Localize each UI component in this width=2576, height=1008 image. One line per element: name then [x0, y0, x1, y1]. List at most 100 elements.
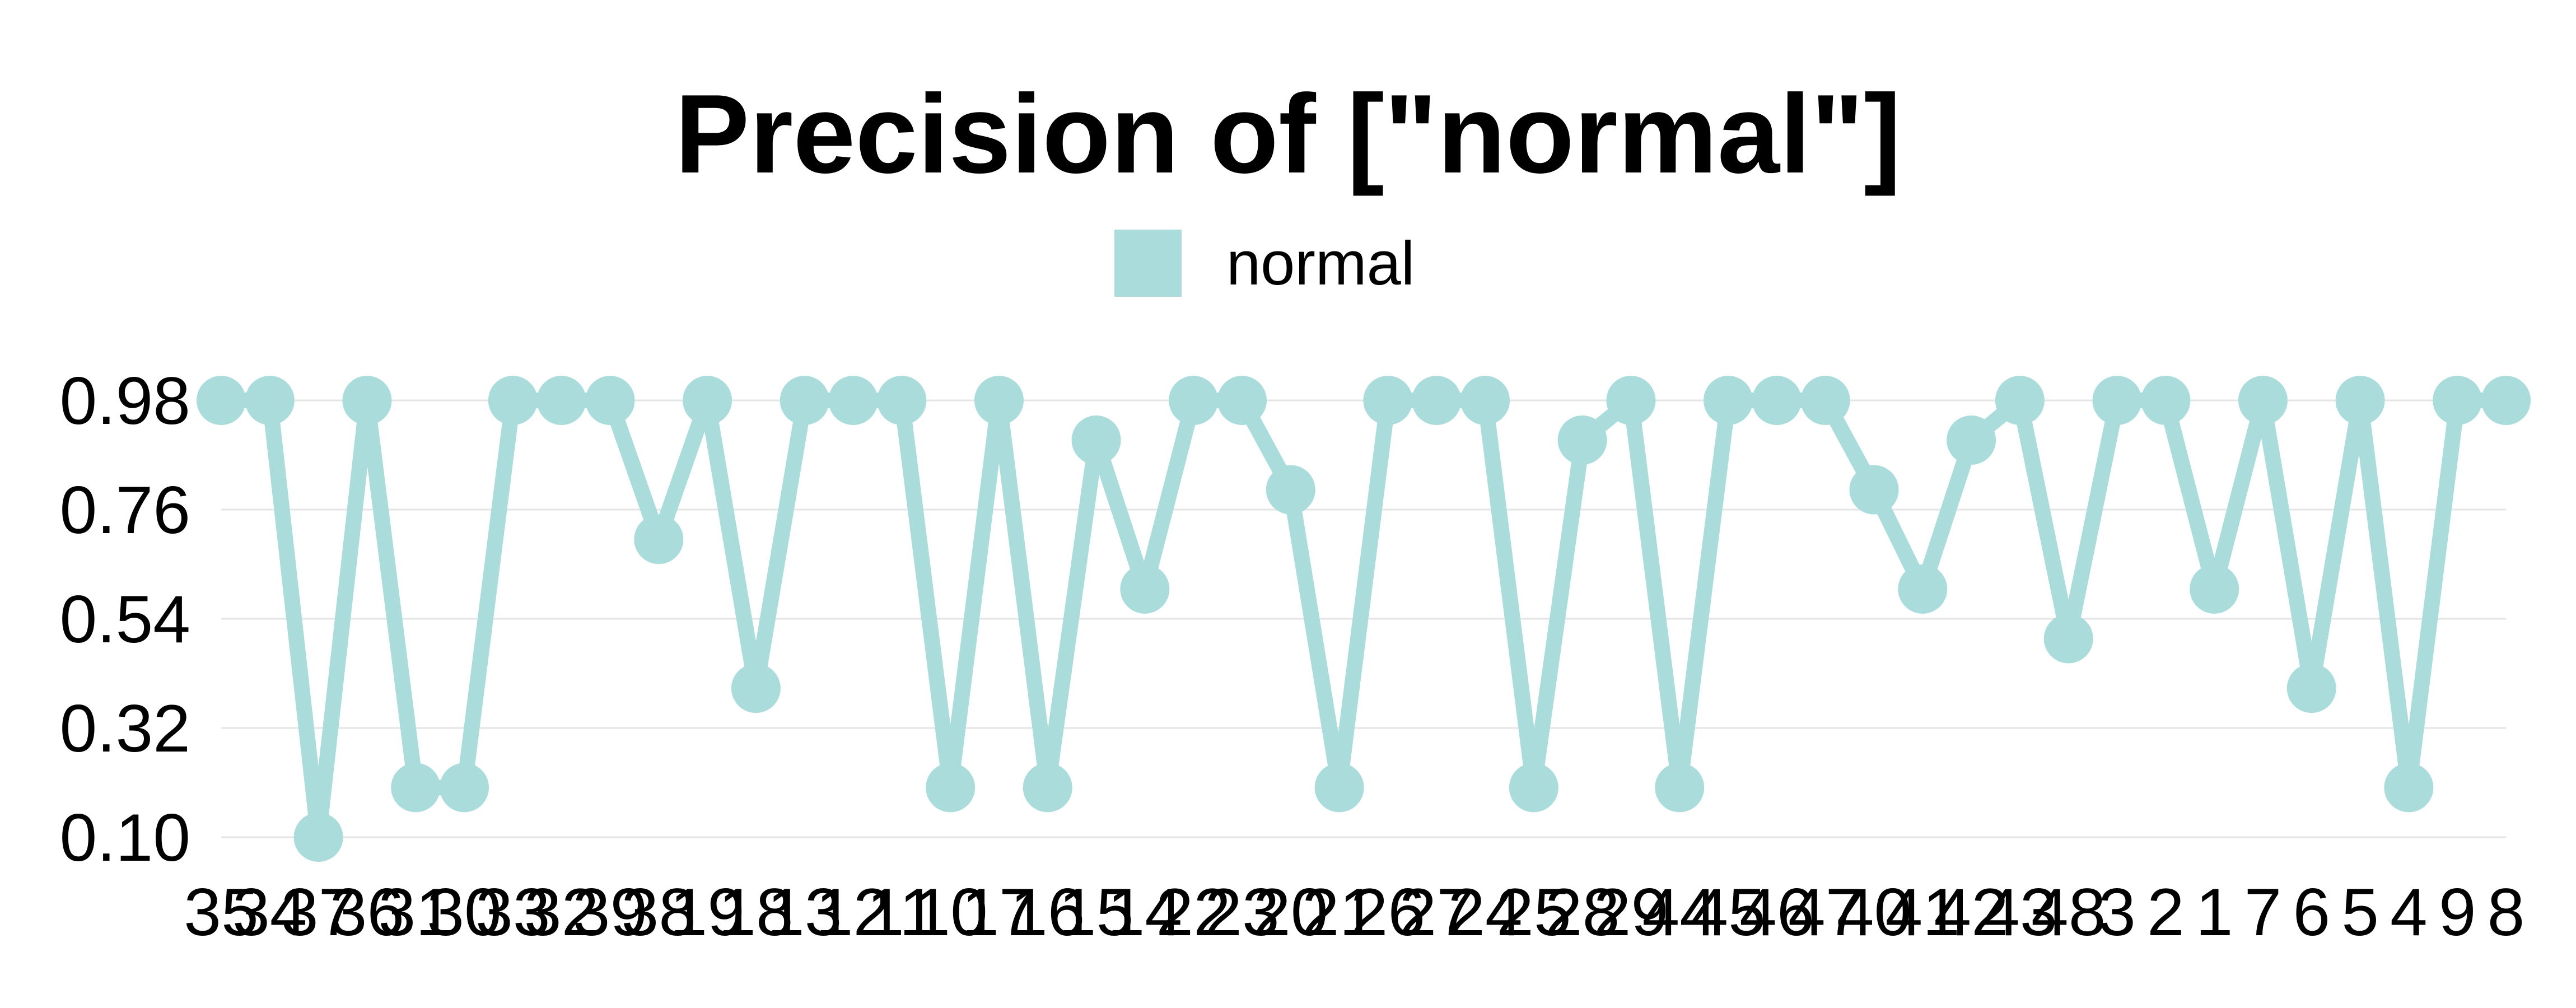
data-point: [245, 376, 295, 425]
y-tick-label: 0.32: [59, 691, 190, 766]
data-point: [1606, 376, 1656, 425]
x-tick-label: 29: [1594, 875, 1668, 950]
x-tick-label: 22: [1156, 875, 1230, 950]
x-tick-label: 15: [1059, 875, 1133, 950]
x-tick-label: 37: [281, 875, 356, 950]
data-point: [2481, 376, 2531, 425]
x-tick-label: 43: [1982, 875, 2057, 950]
data-point: [634, 515, 684, 564]
data-point: [1849, 465, 1899, 515]
x-tick-label: 35: [184, 875, 258, 950]
data-point: [197, 376, 246, 425]
x-tick-label: 40: [1837, 875, 1911, 950]
x-tick-label: 23: [1205, 875, 1279, 950]
x-tick-label: 12: [816, 875, 890, 950]
x-axis-ticks: 3534373631303332393819181312111017161514…: [184, 875, 2524, 950]
series-normal: [197, 376, 2531, 862]
data-point: [1995, 376, 2045, 425]
data-point: [1800, 376, 1850, 425]
data-point: [974, 376, 1024, 425]
data-point: [391, 763, 441, 813]
data-point: [1752, 376, 1802, 425]
x-tick-label: 41: [1886, 875, 1960, 950]
x-tick-label: 28: [1545, 875, 1620, 950]
data-point: [2433, 376, 2482, 425]
y-tick-label: 0.98: [59, 363, 190, 438]
data-point: [1509, 763, 1558, 813]
data-point: [1023, 763, 1072, 813]
x-tick-label: 47: [1788, 875, 1863, 950]
x-tick-label: 9: [2439, 875, 2476, 950]
x-tick-label: 34: [232, 875, 307, 950]
data-point: [2335, 376, 2385, 425]
data-point: [536, 376, 586, 425]
data-point: [1266, 465, 1315, 515]
x-tick-label: 6: [2293, 875, 2330, 950]
data-point: [488, 376, 538, 425]
x-tick-label: 38: [622, 875, 696, 950]
x-tick-label: 36: [330, 875, 404, 950]
data-point: [1460, 376, 1510, 425]
x-tick-label: 17: [962, 875, 1036, 950]
x-tick-label: 11: [867, 875, 937, 950]
x-tick-label: 10: [913, 875, 987, 950]
x-tick-label: 48: [2031, 875, 2106, 950]
legend-label-normal: normal: [1226, 228, 1415, 298]
x-tick-label: 31: [378, 875, 452, 950]
data-point: [2384, 763, 2434, 813]
x-tick-label: 24: [1448, 875, 1522, 950]
x-tick-label: 2: [2147, 875, 2185, 950]
x-tick-label: 44: [1642, 875, 1717, 950]
legend: normal: [1114, 228, 1415, 298]
x-tick-label: 42: [1934, 875, 2008, 950]
data-point: [1557, 415, 1607, 465]
data-point: [2286, 664, 2336, 713]
x-tick-label: 25: [1496, 875, 1571, 950]
y-tick-label: 0.76: [59, 473, 190, 548]
data-point: [2043, 614, 2093, 664]
data-point: [1217, 376, 1267, 425]
x-tick-label: 5: [2341, 875, 2379, 950]
x-tick-label: 26: [1351, 875, 1425, 950]
data-point: [731, 664, 781, 713]
data-point: [1169, 376, 1219, 425]
chart-title: Precision of ["normal"]: [675, 72, 1901, 197]
x-tick-label: 21: [1302, 875, 1376, 950]
x-tick-label: 45: [1691, 875, 1765, 950]
data-point: [342, 376, 392, 425]
x-tick-label: 14: [1108, 875, 1182, 950]
data-point: [1947, 415, 1996, 465]
legend-swatch-normal: [1114, 230, 1182, 297]
x-tick-label: 20: [1253, 875, 1328, 950]
data-point: [1655, 763, 1705, 813]
data-point: [926, 763, 976, 813]
data-point: [2141, 376, 2191, 425]
data-point: [2190, 564, 2239, 614]
data-point: [440, 763, 489, 813]
data-point: [293, 813, 343, 862]
y-tick-label: 0.54: [59, 582, 190, 657]
y-axis-ticks: 0.10 0.32 0.54 0.76 0.98: [59, 363, 190, 875]
x-tick-label: 7: [2244, 875, 2282, 950]
x-tick-label: 4: [2390, 875, 2428, 950]
data-point: [1412, 376, 1462, 425]
data-point: [585, 376, 635, 425]
data-point: [1314, 763, 1364, 813]
data-point: [1071, 415, 1121, 465]
data-point: [683, 376, 732, 425]
x-tick-label: 16: [1010, 875, 1085, 950]
data-point: [877, 376, 927, 425]
x-tick-label: 18: [718, 875, 793, 950]
x-tick-label: 3: [2098, 875, 2136, 950]
x-tick-label: 30: [427, 875, 501, 950]
data-point: [828, 376, 878, 425]
data-point: [1898, 564, 1948, 614]
x-tick-label: 8: [2488, 875, 2525, 950]
data-point: [1363, 376, 1413, 425]
x-tick-label: 19: [670, 875, 744, 950]
y-tick-label: 0.10: [59, 800, 190, 875]
x-tick-label: 46: [1739, 875, 1814, 950]
x-tick-label: 1: [2196, 875, 2233, 950]
